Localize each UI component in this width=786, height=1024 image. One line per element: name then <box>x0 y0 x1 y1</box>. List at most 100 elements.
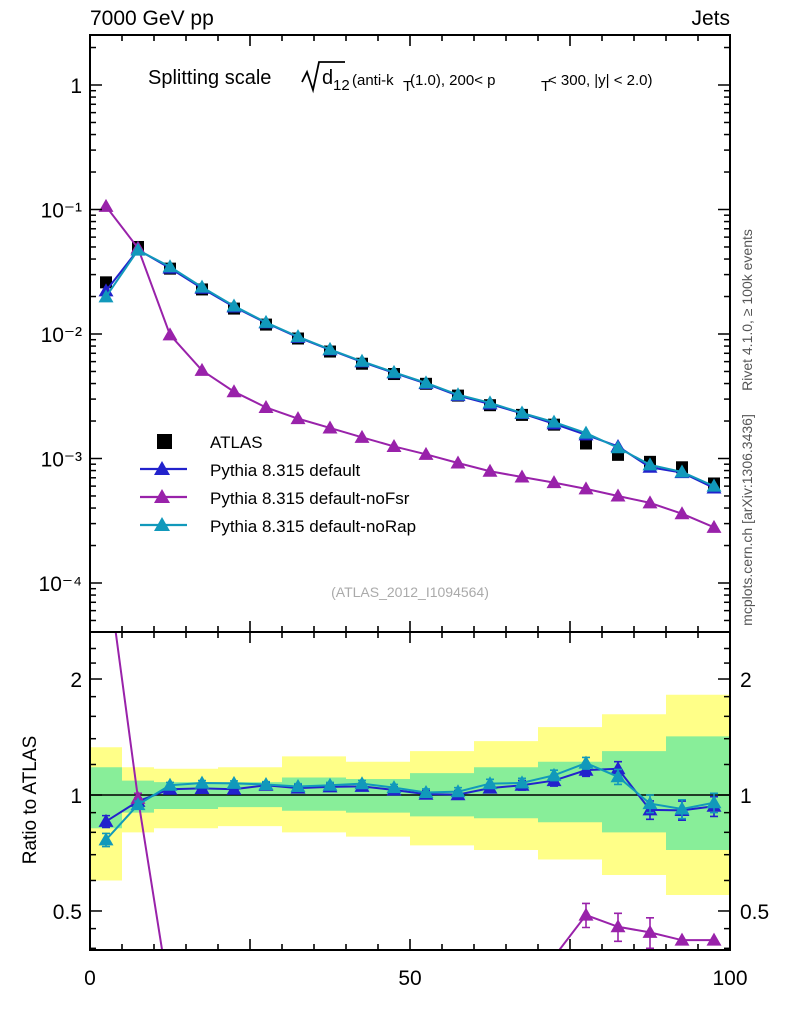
data-marker-triangle <box>514 469 530 483</box>
data-marker-triangle <box>642 924 658 938</box>
data-marker-triangle <box>290 329 306 343</box>
title-main: Splitting scale <box>148 67 271 89</box>
legend-entry[interactable]: Pythia 8.315 default <box>140 461 361 480</box>
data-marker-triangle <box>451 996 466 1009</box>
data-marker-triangle <box>322 420 338 434</box>
data-marker-triangle <box>578 907 594 921</box>
data-marker-triangle <box>98 198 114 212</box>
main-y-tick-label: 10⁻² <box>41 324 82 347</box>
data-marker-square <box>580 437 592 450</box>
main-panel-frame <box>89 34 731 633</box>
data-marker-triangle <box>674 506 690 520</box>
data-marker-triangle <box>162 259 178 273</box>
main-y-tick-label: 10⁻¹ <box>41 200 82 223</box>
data-marker-triangle <box>163 992 178 1005</box>
data-marker-square <box>100 276 112 289</box>
data-marker-triangle <box>546 767 562 781</box>
x-tick-label: 100 <box>712 967 747 990</box>
watermark-text: (ATLAS_2012_I1094564) <box>331 584 489 600</box>
data-marker-triangle <box>98 813 114 827</box>
legend-marker-triangle <box>154 461 170 475</box>
legend-label: Pythia 8.315 default-noFsr <box>210 489 410 508</box>
data-marker-triangle <box>546 475 562 489</box>
legend-label: ATLAS <box>210 433 263 452</box>
data-marker-triangle <box>322 341 338 355</box>
data-marker-triangle <box>514 405 530 419</box>
data-marker-triangle <box>514 775 530 789</box>
ratio-y-tick-label-right: 0.5 <box>740 901 769 924</box>
header-left: 7000 GeV pp <box>90 7 214 30</box>
data-marker-triangle <box>354 776 370 790</box>
data-marker-triangle <box>354 353 370 367</box>
data-marker-triangle <box>706 519 722 533</box>
data-marker-triangle <box>642 796 658 810</box>
data-marker-triangle <box>419 1006 434 1019</box>
data-marker-triangle <box>610 488 626 502</box>
title-paren-end: < 300, |y| < 2.0) <box>548 72 653 89</box>
data-marker-triangle <box>386 438 402 452</box>
ratio-y-tick-label: 0.5 <box>53 901 82 924</box>
side-label-mcplots: mcplots.cern.ch [arXiv:1306.3436] <box>739 414 755 626</box>
data-marker-triangle <box>386 364 402 378</box>
legend-label: Pythia 8.315 default <box>210 461 361 480</box>
data-marker-triangle <box>226 298 242 312</box>
main-y-tick-label: 10⁻⁴ <box>39 573 82 596</box>
title-paren-sub: T <box>403 78 412 95</box>
ratio-y-tick-label-right: 2 <box>740 669 752 692</box>
data-marker-triangle <box>483 992 498 1005</box>
series-pythia-8-315-default-nofsr <box>98 198 722 533</box>
series-pythia-8-315-default-norap <box>98 242 722 492</box>
ratio-y-tick-label: 2 <box>70 669 82 692</box>
data-marker-triangle <box>130 242 146 256</box>
generated-plot-content: 0 50 100 1 10⁻¹ 10⁻² 10⁻³ 10⁻⁴ 2 2 1 1 0.5 0.5 ATLAS Py… <box>39 34 769 1024</box>
ratio-series-pythia-8-315-default-norap <box>98 755 722 848</box>
title-paren-mid: (1.0), 200< p <box>410 72 495 89</box>
main-y-tick-label: 10⁻³ <box>41 449 82 472</box>
title-paren-sub2: T <box>541 78 550 95</box>
data-marker-triangle <box>674 932 690 946</box>
ratio-series-line <box>105 762 715 841</box>
data-marker-triangle <box>418 375 434 389</box>
data-marker-triangle <box>610 761 626 775</box>
ratio-panel-series <box>98 632 722 1024</box>
legend-marker-triangle <box>154 489 170 503</box>
data-marker-triangle <box>130 797 146 811</box>
data-marker-triangle <box>450 455 466 469</box>
data-marker-triangle <box>706 478 722 492</box>
x-tick-label: 50 <box>398 967 421 990</box>
data-marker-triangle <box>194 362 210 376</box>
data-marker-triangle <box>355 1015 370 1024</box>
data-marker-triangle <box>418 785 434 799</box>
side-label-rivet: Rivet 4.1.0, ≥ 100k events <box>739 229 755 391</box>
data-marker-triangle <box>515 980 530 993</box>
data-marker-triangle <box>162 327 178 341</box>
data-marker-triangle <box>194 775 210 789</box>
legend-entry[interactable]: Pythia 8.315 default-noFsr <box>140 489 410 508</box>
data-marker-triangle <box>258 776 274 790</box>
sqrt-icon <box>301 61 345 94</box>
data-marker-triangle <box>578 481 594 495</box>
ratio-y-tick-label: 1 <box>70 785 82 808</box>
data-marker-triangle <box>450 387 466 401</box>
data-marker-triangle <box>482 776 498 790</box>
data-marker-triangle <box>706 932 722 946</box>
data-marker-triangle <box>642 457 658 471</box>
data-marker-triangle <box>610 440 626 454</box>
legend-entry[interactable]: ATLAS <box>157 433 263 452</box>
data-marker-triangle <box>706 795 722 809</box>
main-panel-series <box>98 198 722 533</box>
data-marker-triangle <box>322 777 338 791</box>
title-sqrt-sub: 12 <box>333 77 350 94</box>
data-marker-triangle <box>162 777 178 791</box>
data-marker-triangle <box>642 495 658 509</box>
data-marker-triangle <box>386 780 402 794</box>
data-marker-triangle <box>482 395 498 409</box>
data-marker-triangle <box>258 399 274 413</box>
legend-entry[interactable]: Pythia 8.315 default-noRap <box>140 517 416 536</box>
data-marker-triangle <box>290 411 306 425</box>
ratio-y-tick-label-right: 1 <box>740 785 752 808</box>
data-marker-triangle <box>418 446 434 460</box>
data-marker-triangle <box>578 755 594 769</box>
